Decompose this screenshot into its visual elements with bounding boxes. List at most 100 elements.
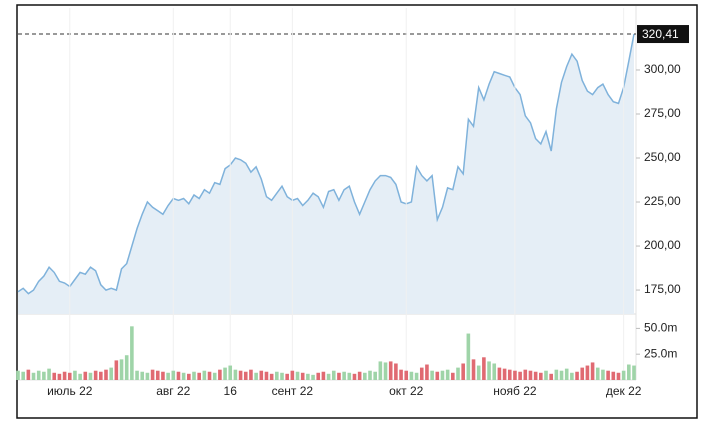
x-tick-label: июль 22	[47, 384, 93, 398]
volume-bar	[161, 371, 165, 380]
price-tag	[637, 25, 689, 44]
x-tick-label: сент 22	[272, 384, 314, 398]
x-tick-label: 16	[224, 384, 238, 398]
volume-bar	[130, 326, 134, 380]
volume-bar	[73, 370, 77, 380]
volume-bar	[564, 368, 569, 380]
volume-bar	[31, 372, 36, 380]
volume-bar	[342, 371, 346, 380]
volume-bar	[513, 370, 517, 380]
y-tick-label: 250,00	[644, 150, 681, 164]
volume-bar	[621, 370, 626, 380]
volume-bar	[109, 367, 113, 380]
volume-bar	[601, 369, 605, 380]
volume-bar	[99, 371, 103, 380]
y-tick-label: 175,00	[644, 282, 681, 296]
volume-bar	[575, 371, 579, 380]
x-tick-label: нояб 22	[493, 384, 537, 398]
volume-bar	[606, 370, 610, 380]
volume-bar	[223, 367, 227, 380]
volume-bar	[135, 370, 139, 380]
x-tick-label: дек 22	[606, 384, 642, 398]
volume-bar	[466, 333, 471, 380]
volume-bar	[36, 370, 41, 380]
volume-bar	[570, 372, 574, 380]
volume-bar	[378, 361, 383, 380]
volume-bar	[207, 371, 212, 380]
volume-bar	[471, 359, 476, 380]
volume-bar	[430, 370, 434, 380]
volume-bar	[300, 372, 305, 380]
volume-bar	[42, 371, 46, 380]
volume-bar	[590, 362, 595, 380]
volume-bar	[544, 370, 548, 380]
volume-bar	[140, 371, 145, 380]
volume-bar	[218, 369, 222, 380]
volume-bar	[492, 363, 497, 380]
volume-bar	[487, 361, 491, 380]
volume-bar	[476, 365, 481, 380]
volume-bar	[228, 365, 233, 380]
volume-bar	[352, 373, 357, 380]
volume-bar	[316, 372, 321, 380]
volume-bar	[425, 364, 429, 380]
volume-bar	[533, 371, 538, 380]
volume-bar	[212, 372, 217, 380]
volume-bar	[554, 369, 559, 380]
volume-bar	[482, 357, 486, 380]
volume-bar	[171, 370, 176, 380]
volume-bar	[518, 371, 522, 380]
volume-bar	[414, 372, 419, 380]
volume-bar	[539, 372, 543, 380]
volume-bar	[595, 367, 600, 380]
volume-bar	[202, 370, 207, 380]
volume-bar	[83, 371, 88, 380]
volume-bar	[627, 364, 631, 380]
volume-bar	[409, 371, 414, 380]
y-tick-label: 275,00	[644, 106, 681, 120]
volume-bar	[275, 371, 279, 380]
y-tick-label: 225,00	[644, 194, 681, 208]
volume-bar	[373, 371, 377, 380]
x-tick-label: авг 22	[156, 384, 190, 398]
volume-bar	[233, 369, 238, 380]
volume-bar	[269, 373, 274, 380]
volume-bar	[549, 373, 553, 380]
price-tag-label: 320,41	[642, 27, 679, 41]
volume-bar	[399, 369, 403, 380]
volume-bar	[559, 370, 564, 380]
volume-bar	[497, 367, 502, 380]
volume-bar	[528, 370, 533, 380]
volume-bar	[47, 368, 51, 380]
volume-bar	[181, 372, 186, 380]
volume-bar	[21, 371, 25, 380]
y-tick-label: 50.0m	[644, 321, 677, 335]
volume-bar	[580, 367, 585, 380]
volume-bar	[357, 371, 362, 380]
volume-bar	[26, 369, 31, 380]
volume-bar	[456, 367, 460, 380]
volume-bar	[259, 370, 264, 380]
price-line	[17, 33, 635, 295]
volume-bar	[404, 370, 409, 380]
volume-bar	[155, 370, 160, 380]
volume-bar	[249, 369, 253, 380]
volume-bar	[394, 363, 398, 380]
price-area	[18, 34, 634, 314]
volume-bar	[176, 371, 181, 380]
volume-bar	[62, 371, 67, 380]
volume-bar	[523, 369, 528, 380]
volume-bar	[285, 373, 289, 380]
volume-bar	[435, 371, 440, 380]
volume-bar	[114, 360, 119, 380]
volume-bar	[290, 370, 295, 380]
volume-bar	[88, 372, 93, 380]
volume-bar	[451, 372, 455, 380]
volume-bar	[388, 361, 393, 380]
volume-bar	[238, 370, 243, 380]
volume-bar	[243, 371, 248, 380]
y-tick-label: 200,00	[644, 238, 681, 252]
volume-bar	[197, 372, 201, 380]
volume-bar	[264, 371, 269, 380]
